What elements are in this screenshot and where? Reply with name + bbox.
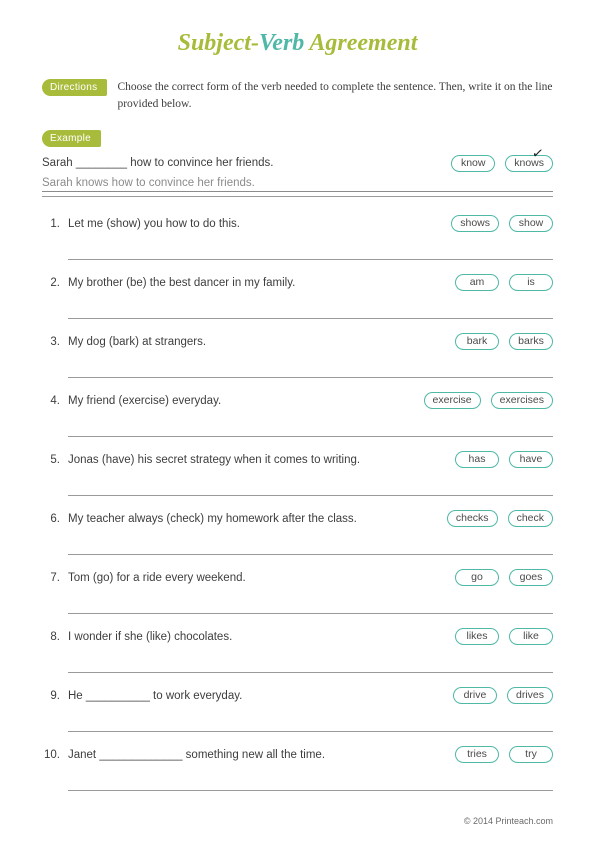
choice-option[interactable]: shows: [451, 215, 499, 232]
question-choices: bark barks: [433, 333, 553, 350]
title-part1: Subject-: [178, 30, 259, 56]
answer-line[interactable]: [68, 651, 553, 673]
choice-option[interactable]: try: [509, 746, 553, 763]
choice-option[interactable]: is: [509, 274, 553, 291]
answer-line[interactable]: [68, 769, 553, 791]
choice-option[interactable]: exercise: [424, 392, 481, 409]
questions-list: 1. Let me (show) you how to do this. shows…: [42, 215, 553, 791]
answer-line[interactable]: [68, 474, 553, 496]
title-part3: Agreement: [304, 30, 417, 56]
answer-line[interactable]: [68, 356, 553, 378]
example-sentence: Sarah ________ how to convince her frien…: [42, 157, 433, 169]
directions-block: Directions Choose the correct form of th…: [42, 79, 553, 112]
choice-option[interactable]: check: [508, 510, 553, 527]
choice-option[interactable]: tries: [455, 746, 499, 763]
question-row: 8. I wonder if she (like) chocolates. like…: [42, 628, 553, 645]
example-rule: [42, 196, 553, 197]
question-number: 3.: [42, 336, 60, 348]
example-choices: know knows ✓: [433, 155, 553, 172]
choice-option[interactable]: go: [455, 569, 499, 586]
question-choices: hashave: [433, 451, 553, 468]
question-row: 9. He __________ to work everyday. drivedr…: [42, 687, 553, 704]
question-row: 4. My friend (exercise) everyday. exercise…: [42, 392, 553, 409]
choice-option[interactable]: barks: [509, 333, 553, 350]
choice-option[interactable]: am: [455, 274, 499, 291]
question-number: 6.: [42, 513, 60, 525]
question-number: 1.: [42, 218, 60, 230]
question-row: 3. My dog (bark) at strangers. bark barks: [42, 333, 553, 350]
example-block: Example Sarah ________ how to convince h…: [42, 130, 553, 197]
page-title: Subject-Verb Agreement: [42, 30, 553, 57]
choice-option[interactable]: like: [509, 628, 553, 645]
question-text: Janet _____________ something new all th…: [68, 749, 425, 761]
question-row: 10. Janet _____________ something new all…: [42, 746, 553, 763]
question-number: 5.: [42, 454, 60, 466]
question-text: My brother (be) the best dancer in my fa…: [68, 277, 425, 289]
title-part2: Verb: [259, 30, 304, 56]
answer-line[interactable]: [68, 415, 553, 437]
question-choices: checks check: [433, 510, 553, 527]
question-text: My friend (exercise) everyday.: [68, 395, 416, 407]
answer-line[interactable]: [68, 533, 553, 555]
question-number: 8.: [42, 631, 60, 643]
question-text: Let me (show) you how to do this.: [68, 218, 425, 230]
question-row: 7. Tom (go) for a ride every weekend. gogo…: [42, 569, 553, 586]
question-number: 9.: [42, 690, 60, 702]
question-choices: exercise exercises: [424, 392, 553, 409]
answer-line[interactable]: [68, 297, 553, 319]
directions-text: Choose the correct form of the verb need…: [117, 79, 553, 112]
question-row: 6. My teacher always (check) my homework …: [42, 510, 553, 527]
question-text: Jonas (have) his secret strategy when it…: [68, 454, 425, 466]
question-text: Tom (go) for a ride every weekend.: [68, 572, 425, 584]
answer-line[interactable]: [68, 592, 553, 614]
question-row: 1. Let me (show) you how to do this. shows…: [42, 215, 553, 232]
choice-option[interactable]: goes: [509, 569, 553, 586]
answer-line[interactable]: [68, 238, 553, 260]
question-row: 2. My brother (be) the best dancer in my …: [42, 274, 553, 291]
choice-option[interactable]: have: [509, 451, 553, 468]
question-choices: gogoes: [433, 569, 553, 586]
choice-option[interactable]: likes: [455, 628, 499, 645]
question-choices: amis: [433, 274, 553, 291]
checkmark-icon: ✓: [531, 145, 545, 161]
question-choices: tries try: [433, 746, 553, 763]
question-number: 10.: [42, 749, 60, 761]
choice-option[interactable]: drive: [453, 687, 497, 704]
question-choices: likes like: [433, 628, 553, 645]
example-badge: Example: [42, 130, 101, 147]
question-number: 7.: [42, 572, 60, 584]
question-text: My dog (bark) at strangers.: [68, 336, 425, 348]
choice-option[interactable]: drives: [507, 687, 553, 704]
question-choices: drive drives: [433, 687, 553, 704]
answer-line[interactable]: [68, 710, 553, 732]
question-text: My teacher always (check) my homework af…: [68, 513, 425, 525]
question-choices: shows show: [433, 215, 553, 232]
example-answer: Sarah knows how to convince her friends.: [42, 177, 553, 192]
question-number: 2.: [42, 277, 60, 289]
choice-option[interactable]: checks: [447, 510, 498, 527]
choice-option[interactable]: know: [451, 155, 495, 172]
directions-badge: Directions: [42, 79, 107, 96]
question-number: 4.: [42, 395, 60, 407]
footer-copyright: © 2014 Printeach.com: [464, 816, 553, 826]
question-text: He __________ to work everyday.: [68, 690, 425, 702]
choice-option[interactable]: show: [509, 215, 553, 232]
question-text: I wonder if she (like) chocolates.: [68, 631, 425, 643]
choice-option[interactable]: has: [455, 451, 499, 468]
choice-option[interactable]: knows ✓: [505, 155, 553, 172]
choice-option[interactable]: bark: [455, 333, 499, 350]
choice-option[interactable]: exercises: [491, 392, 553, 409]
question-row: 5. Jonas (have) his secret strategy when …: [42, 451, 553, 468]
